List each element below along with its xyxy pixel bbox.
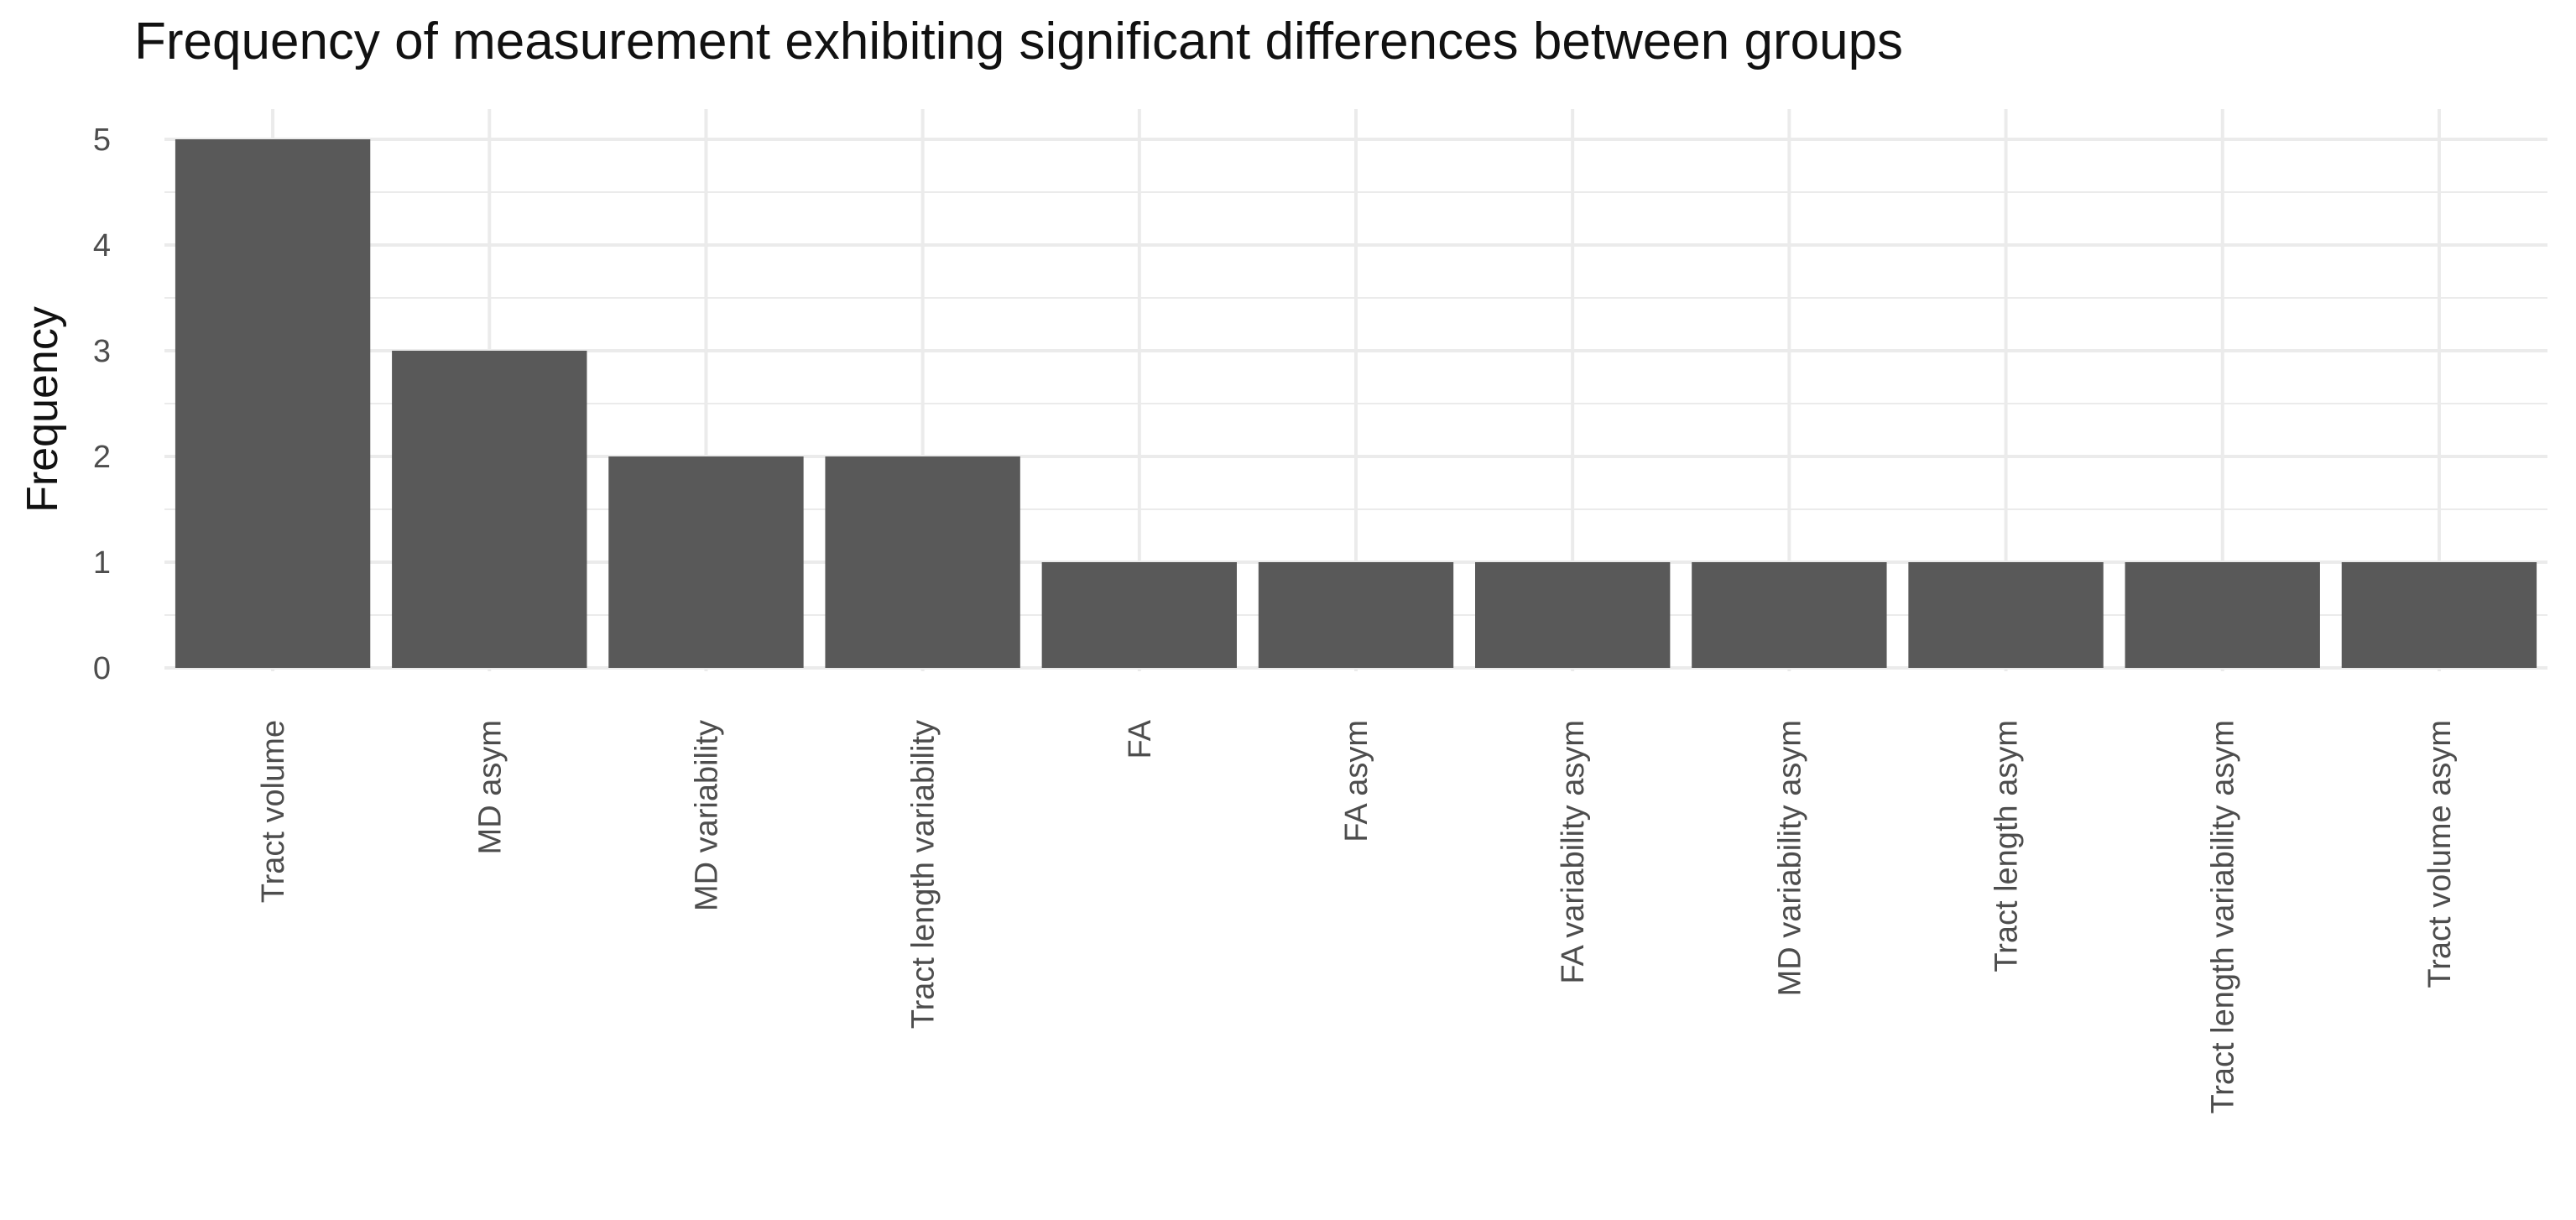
bar	[1041, 562, 1237, 668]
bar	[2125, 562, 2320, 668]
x-tick-label: Tract length asym	[1989, 720, 2025, 972]
bar	[608, 456, 804, 668]
x-tick-label: Tract length variability	[906, 720, 941, 1029]
y-tick-label: 0	[93, 651, 111, 686]
x-tick-label: FA variability asym	[1556, 720, 1591, 984]
bar	[1258, 562, 1454, 668]
x-tick-label: Tract volume	[256, 720, 291, 903]
x-tick-label: Tract volume asym	[2422, 720, 2458, 988]
y-tick-label: 3	[93, 334, 111, 369]
y-tick-label: 4	[93, 228, 111, 263]
chart-title: Frequency of measurement exhibiting sign…	[134, 13, 1904, 70]
x-tick-label: MD asym	[472, 720, 508, 854]
x-tick-label: MD variability	[689, 720, 724, 911]
y-axis-ticks: 0 1 2 3 4 5	[93, 123, 111, 686]
x-tick-label: Tract length variability asym	[2206, 720, 2241, 1114]
y-tick-label: 1	[93, 545, 111, 581]
bar	[1908, 562, 2104, 668]
bars	[175, 139, 2537, 668]
bar	[392, 351, 587, 668]
bar	[2341, 562, 2537, 668]
bar	[825, 456, 1020, 668]
bar	[1692, 562, 1887, 668]
y-tick-label: 2	[93, 440, 111, 475]
bar	[1475, 562, 1671, 668]
y-tick-label: 5	[93, 123, 111, 158]
y-axis-title: Frequency	[18, 306, 67, 513]
x-tick-label: FA asym	[1339, 720, 1374, 842]
x-tick-label: FA	[1123, 719, 1158, 759]
bar	[175, 139, 371, 668]
x-tick-label: MD variability asym	[1772, 720, 1807, 996]
x-axis-ticks: Tract volume MD asym MD variability Tract l…	[256, 719, 2458, 1113]
